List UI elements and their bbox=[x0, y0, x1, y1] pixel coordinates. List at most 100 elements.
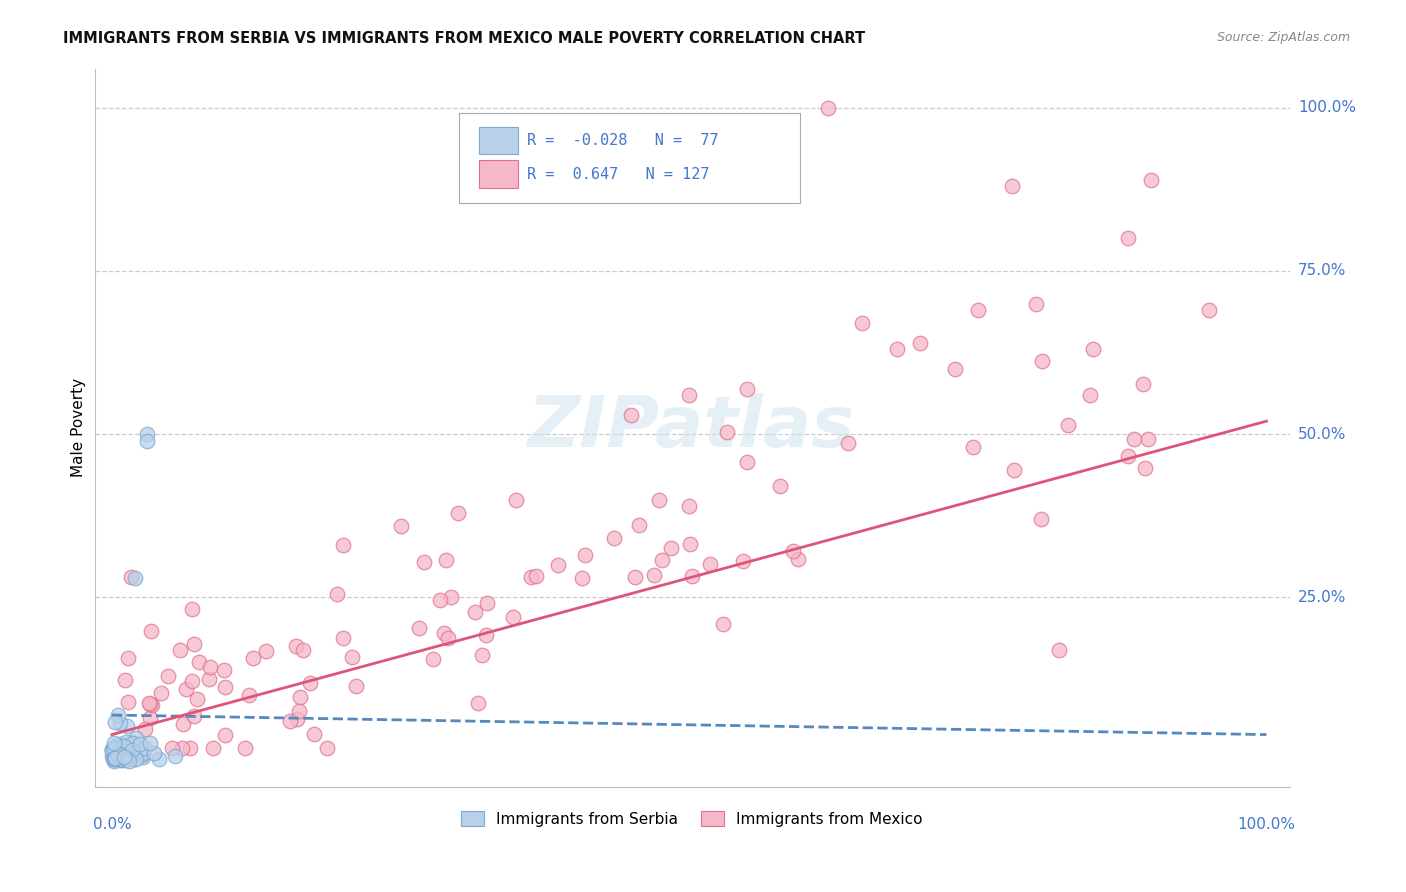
Point bbox=[183, 637, 205, 651]
Point bbox=[603, 531, 626, 545]
FancyBboxPatch shape bbox=[458, 113, 800, 202]
Point bbox=[908, 335, 931, 350]
Text: 100.0%: 100.0% bbox=[1237, 817, 1295, 832]
Point bbox=[620, 408, 643, 422]
Point bbox=[735, 382, 758, 396]
Point bbox=[134, 722, 156, 736]
Point bbox=[138, 696, 160, 710]
Point bbox=[332, 631, 354, 645]
Text: Source: ZipAtlas.com: Source: ZipAtlas.com bbox=[1216, 31, 1350, 45]
Point bbox=[107, 749, 129, 764]
Point bbox=[502, 610, 524, 624]
Text: 75.0%: 75.0% bbox=[1298, 263, 1346, 278]
Point bbox=[238, 689, 260, 703]
Point bbox=[288, 705, 311, 719]
Point bbox=[316, 740, 339, 755]
Point bbox=[769, 479, 792, 493]
Y-axis label: Male Poverty: Male Poverty bbox=[72, 378, 86, 477]
Point bbox=[135, 434, 157, 448]
Text: 0.0%: 0.0% bbox=[93, 817, 131, 832]
Point bbox=[735, 455, 758, 469]
Point bbox=[643, 567, 665, 582]
Point bbox=[122, 752, 145, 766]
Point bbox=[134, 741, 156, 756]
Point bbox=[115, 740, 138, 755]
Point bbox=[108, 753, 131, 767]
Point bbox=[104, 714, 127, 729]
Point bbox=[332, 538, 354, 552]
Point bbox=[475, 596, 498, 610]
Point bbox=[104, 740, 127, 755]
Point bbox=[966, 303, 988, 318]
Point bbox=[114, 740, 136, 755]
Point bbox=[110, 750, 132, 764]
Point bbox=[837, 436, 859, 450]
Point bbox=[233, 740, 256, 755]
Point bbox=[169, 643, 191, 657]
Point bbox=[1132, 377, 1154, 392]
Point bbox=[157, 668, 180, 682]
Point bbox=[139, 697, 162, 711]
Point bbox=[242, 651, 264, 665]
Point bbox=[186, 691, 208, 706]
Point bbox=[112, 740, 135, 755]
Point bbox=[112, 745, 135, 759]
Point bbox=[434, 552, 457, 566]
Point bbox=[288, 690, 311, 705]
Point bbox=[117, 651, 139, 665]
Point bbox=[201, 740, 224, 755]
Point bbox=[118, 754, 141, 768]
Point bbox=[124, 571, 146, 585]
Point bbox=[111, 744, 134, 758]
Point bbox=[886, 343, 908, 357]
Point bbox=[107, 749, 129, 764]
Text: R =  -0.028   N =  77: R = -0.028 N = 77 bbox=[527, 133, 718, 148]
Text: 100.0%: 100.0% bbox=[1298, 100, 1355, 115]
Point bbox=[624, 570, 647, 584]
Point bbox=[574, 548, 596, 562]
Point bbox=[107, 752, 129, 766]
Point bbox=[128, 737, 150, 751]
Point bbox=[943, 362, 966, 376]
Point bbox=[112, 748, 135, 763]
Point bbox=[471, 648, 494, 662]
Point bbox=[188, 655, 211, 669]
Point bbox=[118, 740, 141, 755]
Point bbox=[285, 639, 308, 653]
Point bbox=[344, 679, 367, 693]
Point bbox=[115, 752, 138, 766]
Point bbox=[115, 752, 138, 766]
Point bbox=[681, 569, 703, 583]
Point bbox=[120, 736, 142, 750]
Point bbox=[1198, 303, 1220, 318]
Point bbox=[110, 737, 132, 751]
Point bbox=[214, 680, 236, 694]
Point bbox=[651, 552, 673, 566]
Point bbox=[475, 628, 498, 642]
Point bbox=[112, 750, 135, 764]
Point bbox=[299, 676, 322, 690]
Point bbox=[180, 673, 202, 688]
Point bbox=[1135, 460, 1157, 475]
Point bbox=[326, 587, 349, 601]
Point bbox=[678, 499, 700, 513]
Point bbox=[115, 751, 138, 765]
Point bbox=[103, 736, 125, 750]
Point bbox=[627, 517, 650, 532]
Point bbox=[389, 518, 412, 533]
Point bbox=[104, 752, 127, 766]
Point bbox=[131, 748, 153, 763]
Point bbox=[111, 749, 134, 764]
Point bbox=[716, 425, 738, 439]
Point bbox=[464, 605, 486, 619]
Point bbox=[112, 739, 135, 754]
Point bbox=[107, 748, 129, 763]
Point bbox=[121, 743, 143, 757]
Text: 50.0%: 50.0% bbox=[1298, 426, 1346, 442]
Point bbox=[114, 750, 136, 764]
Point bbox=[122, 740, 145, 755]
Point bbox=[285, 712, 308, 726]
Point bbox=[117, 695, 139, 709]
Point bbox=[108, 748, 131, 763]
Point bbox=[1056, 418, 1078, 433]
